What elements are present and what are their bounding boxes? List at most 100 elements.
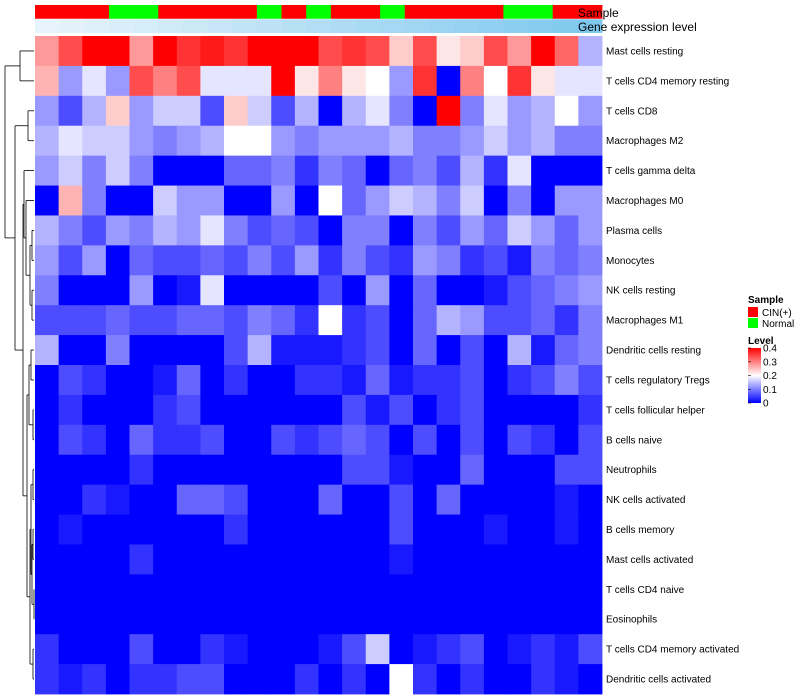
heatmap-cell [578,604,603,635]
heatmap-cell [413,95,438,127]
heatmap-cell [35,95,60,127]
sample-annotation-cell [133,5,159,19]
heatmap-cell [483,125,508,157]
heatmap-cell [224,544,249,575]
heatmap-cell [176,604,201,635]
sample-annotation-cell [232,5,258,19]
expression-annotation-cell [454,19,480,33]
heatmap-cell [578,514,603,545]
heatmap-cell [460,155,485,186]
heatmap-cell [507,215,532,246]
heatmap-cell [271,394,296,426]
sample-annotation-cell [256,5,282,19]
heatmap-cell [318,95,343,127]
expression-annotation-cell [552,19,578,33]
heatmap-cell [294,215,319,246]
heatmap-cell [58,155,83,186]
heatmap-cell [554,394,579,426]
heatmap-cell [389,394,414,426]
heatmap-cell [176,155,201,186]
heatmap-cell [105,185,130,216]
heatmap-cell [531,484,556,515]
heatmap-cell [365,365,390,396]
heatmap-cell [554,36,579,67]
heatmap-cell [342,335,367,366]
heatmap-cell [365,544,390,575]
heatmap-cell [294,335,319,366]
heatmap-cell [507,335,532,366]
row-label: B cells naive [606,435,663,446]
heatmap-cells [35,36,603,695]
expression-annotation-cell [133,19,159,33]
heatmap-cell [58,305,83,336]
heatmap-cell [200,155,225,186]
heatmap-cell [578,36,603,67]
heatmap-cell [460,36,485,67]
heatmap-cell [271,484,296,515]
heatmap-cell [507,365,532,396]
heatmap-cell [483,454,508,486]
heatmap-cell [531,365,556,396]
heatmap-cell [58,125,83,157]
heatmap-cell [483,185,508,216]
legend-label-normal: Normal [762,319,794,330]
sample-annotation-cell [355,5,381,19]
heatmap-cell [176,394,201,426]
heatmap-cell [483,335,508,366]
heatmap-cell [294,544,319,575]
heatmap-cell [389,574,414,605]
heatmap-cell [507,484,532,515]
heatmap-cell [224,574,249,605]
heatmap-cell [365,155,390,186]
sample-annotation-cell [158,5,184,19]
heatmap-cell [129,604,154,635]
heatmap-cell [389,514,414,545]
heatmap-cell [153,634,178,665]
heatmap-cell [436,36,461,67]
heatmap-cell [318,604,343,635]
heatmap-cell [200,664,225,695]
heatmap-cell [554,484,579,515]
heatmap-cell [413,604,438,635]
heatmap-cell [389,65,414,97]
heatmap-cell [105,95,130,127]
heatmap-cell [531,305,556,336]
expression-annotation-label: Gene expression level [578,20,697,34]
heatmap-cell [58,65,83,97]
heatmap-cell [342,365,367,396]
heatmap-cell [82,65,107,97]
heatmap-cell [365,95,390,127]
heatmap-cell [224,394,249,426]
heatmap-cell [507,634,532,665]
heatmap-cell [105,305,130,336]
heatmap-cell [247,125,272,157]
heatmap-cell [247,604,272,635]
heatmap-cell [578,215,603,246]
heatmap-cell [531,245,556,276]
row-label: Plasma cells [606,226,662,237]
heatmap-cell [342,65,367,97]
row-label: B cells memory [606,525,674,536]
heatmap-cell [153,664,178,695]
heatmap-cell [247,305,272,336]
heatmap-cell [365,604,390,635]
heatmap-cell [176,95,201,127]
heatmap-cell [176,634,201,665]
heatmap-cell [153,604,178,635]
heatmap-cell [58,454,83,486]
heatmap-cell [176,454,201,486]
heatmap-cell [578,664,603,695]
heatmap-cell [483,664,508,695]
heatmap-cell [129,185,154,216]
heatmap-cell [318,215,343,246]
heatmap-cell [483,215,508,246]
heatmap-cell [82,155,107,186]
heatmap-cell [507,245,532,276]
heatmap-cell [153,125,178,157]
heatmap-cell [271,634,296,665]
expression-annotation-cell [84,19,110,33]
heatmap-cell [82,544,107,575]
heatmap-cell [436,245,461,276]
level-tick-label: 0.2 [763,371,777,382]
heatmap-cell [460,424,485,456]
